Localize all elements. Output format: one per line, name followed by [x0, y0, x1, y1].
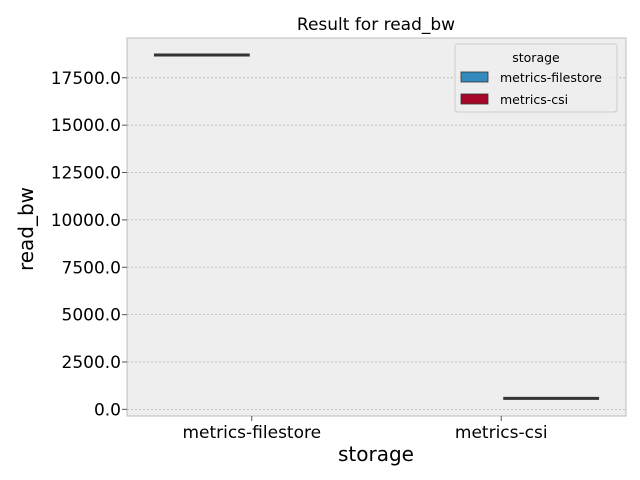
legend-label-csi: metrics-csi — [500, 92, 568, 107]
y-tick-label: 17500.0 — [51, 69, 121, 89]
x-tick-label: metrics-filestore — [182, 423, 321, 443]
legend-label-filestore: metrics-filestore — [500, 70, 602, 85]
x-axis-label: storage — [338, 442, 414, 466]
legend-title: storage — [512, 50, 560, 65]
grid-lines — [127, 77, 626, 410]
legend-swatch-filestore — [460, 71, 489, 83]
y-tick-label: 2500.0 — [62, 353, 121, 373]
x-tick-label: metrics-csi — [455, 423, 548, 443]
y-tick-label: 15000.0 — [51, 116, 121, 136]
legend: storage metrics-filestore metrics-csi — [454, 43, 618, 113]
box-marks — [153, 53, 600, 400]
y-tick-label: 7500.0 — [62, 258, 121, 278]
chart-title: Result for read_bw — [297, 15, 455, 35]
y-tick-label: 12500.0 — [51, 164, 121, 184]
y-axis-label: read_bw — [14, 187, 38, 271]
plot-frame — [126, 37, 627, 417]
x-axis-ticks: metrics-filestore metrics-csi — [182, 416, 548, 443]
y-tick-label: 0.0 — [94, 400, 121, 420]
legend-box — [454, 43, 618, 113]
y-tick-label: 10000.0 — [51, 211, 121, 231]
y-tick-label: 5000.0 — [62, 306, 121, 326]
legend-swatch-csi — [460, 93, 489, 105]
y-axis-ticks: 0.0 2500.0 5000.0 7500.0 10000.0 12500.0 15000… — [51, 69, 127, 420]
